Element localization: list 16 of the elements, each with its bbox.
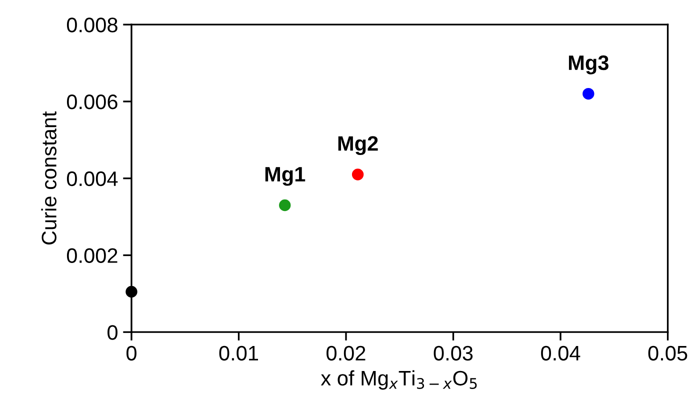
y-tick-label: 0 bbox=[108, 325, 118, 340]
y-tick-label: 0.002 bbox=[66, 248, 118, 263]
x-tick-label: 0.04 bbox=[541, 346, 580, 361]
x-axis-title: x of Mg$_{x}$Ti$_{3−x}$O$_{5}$ bbox=[320, 370, 477, 390]
x-tick-label: 0.03 bbox=[434, 346, 473, 361]
x-tick-label: 0 bbox=[126, 346, 136, 361]
annotation: Mg3 bbox=[568, 55, 608, 74]
annotation: Mg1 bbox=[265, 167, 306, 186]
y-axis-title: Curie constant bbox=[41, 111, 56, 244]
y-tick-label: 0.008 bbox=[66, 18, 118, 32]
x-tick-label: 0.05 bbox=[648, 346, 688, 361]
x-tick-label: 0.02 bbox=[326, 346, 366, 361]
y-tick-label: 0.006 bbox=[66, 94, 118, 110]
x-tick-label: 0.01 bbox=[219, 346, 258, 361]
annotation: Mg2 bbox=[338, 136, 378, 156]
y-tick-label: 0.004 bbox=[66, 171, 118, 186]
